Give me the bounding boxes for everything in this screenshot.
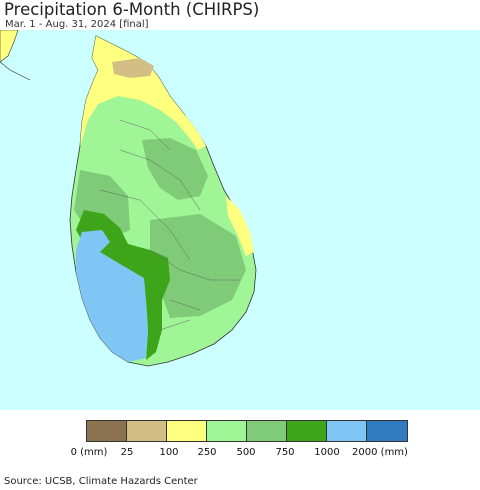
legend-swatch-3 [207, 421, 247, 441]
northeast-coast-dry [172, 104, 206, 150]
jaffna-tan [112, 58, 154, 78]
north-dry-zone [80, 36, 196, 146]
legend-label-1: 25 [120, 447, 134, 458]
district-boundaries [99, 119, 240, 331]
legend-swatch-5 [287, 421, 327, 441]
india-coast [0, 30, 19, 63]
legend-swatch-0 [87, 421, 127, 441]
legend-label-4: 500 [236, 447, 256, 458]
legend-label-7: 2000 (mm) [352, 447, 408, 458]
legend-label-6: 1000 [314, 447, 340, 458]
source-credit: Source: UCSB, Climate Hazards Center [4, 476, 198, 487]
legend-swatch-6 [327, 421, 367, 441]
east-coast-dry [226, 196, 254, 256]
legend-color-bar [86, 420, 408, 442]
legend-swatch-1 [127, 421, 167, 441]
legend-label-5: 750 [275, 447, 295, 458]
green-500-north [142, 138, 208, 200]
legend-label-0: 0 (mm) [70, 447, 108, 458]
precipitation-map [0, 30, 480, 410]
legend-swatch-2 [167, 421, 207, 441]
map-title: Precipitation 6-Month (CHIRPS) [4, 0, 260, 19]
legend-label-2: 100 [159, 447, 179, 458]
legend-label-3: 250 [197, 447, 217, 458]
legend-swatch-7 [367, 421, 407, 441]
legend-labels: 0 (mm) 25 100 250 500 750 1000 2000 (mm) [0, 447, 480, 461]
green-500-east [150, 214, 246, 318]
india-coast-edge [0, 61, 31, 81]
legend-swatch-4 [247, 421, 287, 441]
blue-1000-wet [76, 230, 148, 362]
map-subtitle: Mar. 1 - Aug. 31, 2024 [final] [5, 19, 149, 30]
